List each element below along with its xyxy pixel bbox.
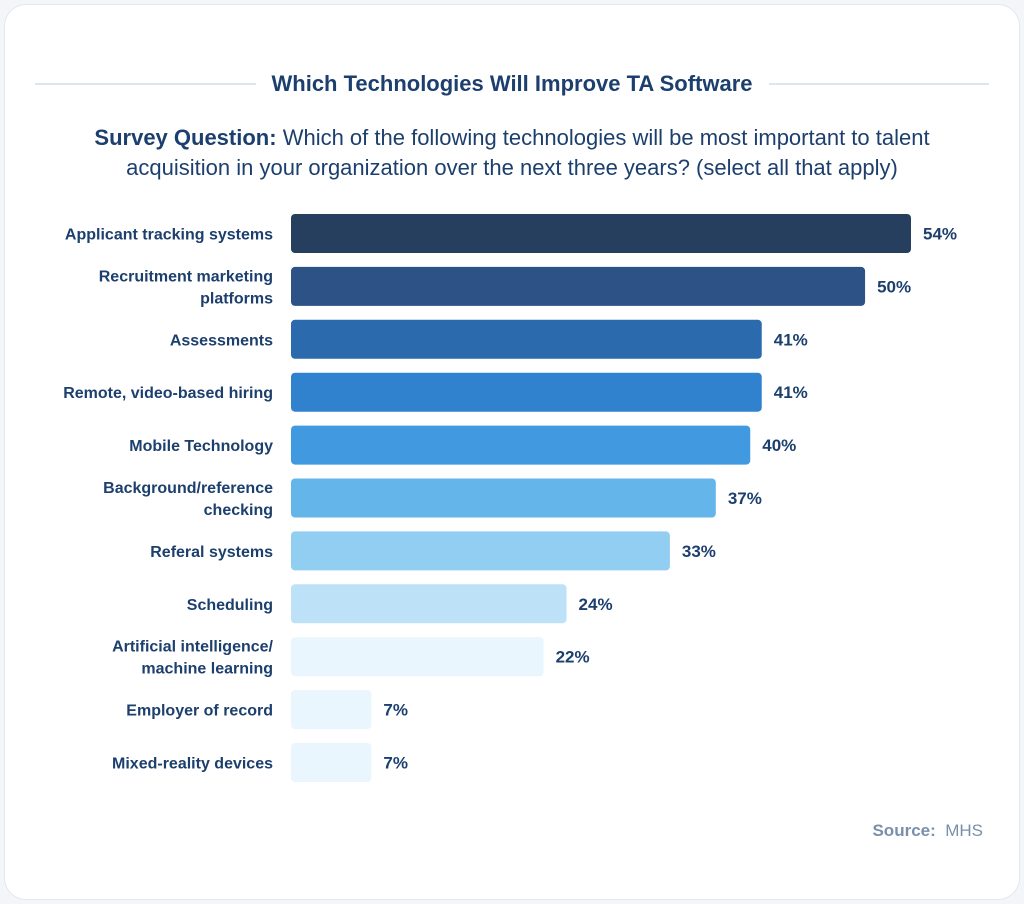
data-label: 41% [774, 330, 808, 349]
bar [291, 584, 567, 624]
category-label: Applicant tracking systems [65, 227, 273, 244]
data-label: 54% [923, 225, 957, 244]
bar [291, 690, 372, 730]
data-label: 37% [728, 489, 762, 508]
category-label: platforms [200, 290, 273, 307]
source: Source: MHS [872, 821, 983, 841]
bar [291, 372, 762, 412]
category-label: Background/reference [103, 480, 273, 497]
category-label: Mixed-reality devices [112, 756, 273, 773]
bar [291, 743, 372, 782]
title-row: Which Technologies Will Improve TA Softw… [35, 69, 989, 99]
data-label: 24% [579, 595, 613, 614]
category-label: Assessments [170, 332, 273, 349]
category-label: Recruitment marketing [99, 268, 273, 285]
category-label: Referal systems [150, 544, 273, 561]
source-label: Source: [872, 821, 936, 840]
category-label: Employer of record [126, 703, 273, 720]
chart-card: Which Technologies Will Improve TA Softw… [4, 4, 1020, 900]
category-label: checking [204, 502, 273, 519]
survey-question: Survey Question: Which of the following … [45, 123, 979, 183]
survey-question-text: Which of the following technologies will… [126, 125, 930, 180]
title-divider-right [768, 83, 989, 85]
data-label: 7% [383, 754, 408, 773]
category-label: Scheduling [187, 597, 273, 614]
category-label: Artificial intelligence/ [112, 639, 273, 656]
data-label: 7% [383, 701, 408, 720]
source-value: MHS [945, 821, 983, 840]
data-label: 41% [774, 383, 808, 402]
bar [291, 319, 762, 359]
survey-question-label: Survey Question: [94, 125, 277, 150]
data-label: 22% [556, 648, 590, 667]
data-label: 50% [877, 277, 911, 296]
category-label: Remote, video-based hiring [63, 385, 273, 402]
bar [291, 266, 866, 306]
data-label: 40% [762, 436, 796, 455]
bar [291, 425, 751, 465]
bar [291, 478, 716, 518]
bar [291, 214, 911, 253]
category-label: Mobile Technology [129, 438, 273, 455]
data-label: 33% [682, 542, 716, 561]
title-divider-left [35, 83, 256, 85]
bar [291, 637, 544, 677]
bar [291, 531, 670, 571]
category-label: machine learning [141, 661, 273, 678]
chart-title: Which Technologies Will Improve TA Softw… [271, 71, 753, 96]
